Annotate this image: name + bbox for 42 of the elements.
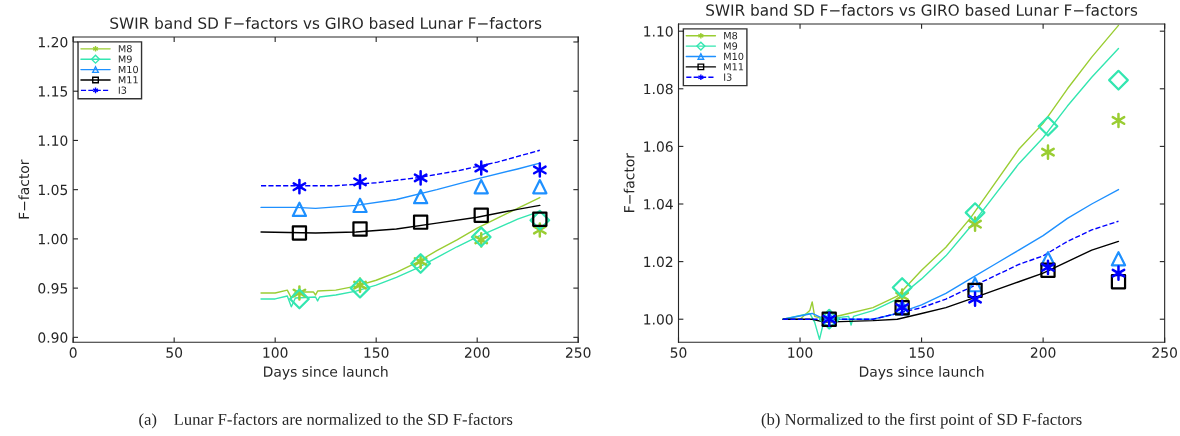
y-tick-label: 1.08 bbox=[644, 83, 673, 95]
legend-label: M11 bbox=[724, 63, 744, 71]
x-tick-label: 50 bbox=[166, 347, 183, 358]
legend-label: M10 bbox=[118, 65, 138, 74]
y-tick-label: 1.10 bbox=[38, 135, 68, 146]
y-axis-title: F−factor bbox=[18, 159, 30, 219]
legend-label: I3 bbox=[118, 86, 127, 94]
y-tick-label: 1.10 bbox=[644, 26, 673, 37]
x-tick-label: 200 bbox=[464, 347, 490, 358]
y-tick-label: 1.00 bbox=[644, 314, 673, 325]
y-tick-label: 1.20 bbox=[38, 36, 68, 48]
x-tick-label: 250 bbox=[1152, 347, 1177, 358]
x-tick-label: 0 bbox=[69, 347, 77, 358]
legend-label: M10 bbox=[724, 52, 744, 61]
legend-label: M9 bbox=[724, 42, 738, 50]
y-tick-label: 1.00 bbox=[38, 233, 68, 245]
x-axis-title: Days since launch bbox=[859, 366, 984, 380]
chart-title: SWIR band SD F−factors vs GIRO based Lunar F−factors bbox=[110, 17, 542, 29]
y-tick-label: 0.90 bbox=[38, 332, 68, 343]
x-axis-title: Days since launch bbox=[264, 366, 388, 380]
legend-label: M9 bbox=[118, 55, 132, 63]
chart-title: SWIR band SD F−factors vs GIRO based Lunar F−factors bbox=[706, 4, 1138, 16]
y-tick-label: 1.05 bbox=[38, 184, 68, 196]
x-tick-label: 250 bbox=[565, 347, 591, 358]
y-tick-label: 0.95 bbox=[38, 283, 68, 294]
y-tick-label: 1.15 bbox=[38, 86, 68, 97]
x-tick-label: 200 bbox=[1030, 347, 1056, 358]
x-tick-label: 100 bbox=[788, 347, 813, 358]
text: (a) Lunar F-factors are normalized to the SD F-factors bbox=[139, 413, 513, 429]
y-tick-label: 1.04 bbox=[644, 198, 673, 210]
x-tick-label: 50 bbox=[670, 347, 687, 358]
legend-label: M8 bbox=[724, 31, 738, 40]
y-axis-title: F−factor bbox=[623, 152, 635, 212]
x-tick-label: 100 bbox=[263, 347, 288, 358]
legend-label: M8 bbox=[118, 45, 132, 53]
legend-label: I3 bbox=[724, 73, 732, 81]
x-tick-label: 150 bbox=[909, 347, 934, 358]
y-tick-label: 1.02 bbox=[644, 256, 673, 268]
x-tick-label: 150 bbox=[364, 347, 389, 358]
legend-label: M11 bbox=[118, 76, 138, 84]
text: (b) Normalized to the first point of SD F-factors bbox=[761, 413, 1082, 429]
y-tick-label: 1.06 bbox=[644, 141, 673, 152]
